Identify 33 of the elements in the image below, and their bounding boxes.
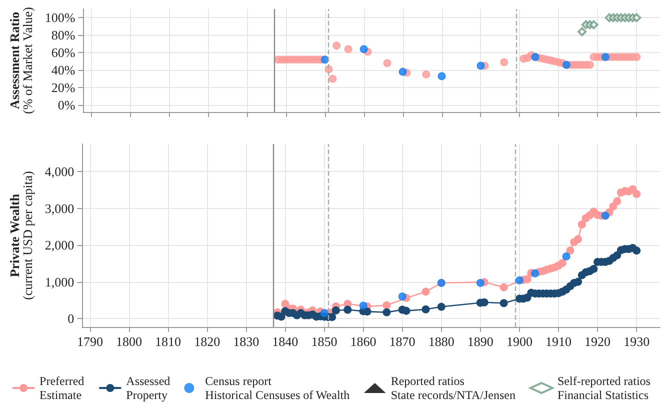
legend-label: Self-reported ratios Financial Statistics (558, 374, 651, 402)
y-tick-label: 0% (58, 98, 76, 113)
x-tick-label: 1850 (311, 334, 338, 349)
y-tick-label: 0 (68, 311, 74, 326)
y-axis-title: Assessment Ratio (% of Market Value) (7, 7, 35, 114)
x-tick-label: 1910 (545, 334, 572, 349)
y-tick-label: 20% (51, 80, 76, 96)
legend-label: Preferred Estimate (40, 374, 84, 402)
y-tick-label: 100% (44, 10, 76, 26)
x-tick-label: 1900 (506, 334, 532, 349)
y-axis-title: Private Wealth (current USD per capita) (7, 171, 35, 300)
x-tick-label: 1800 (116, 334, 142, 349)
y-tick-label: 80% (51, 28, 76, 43)
y-tick-label: 4,000 (44, 164, 74, 180)
x-tick-label: 1870 (389, 334, 416, 349)
x-tick-label: 1810 (155, 334, 182, 349)
legend-label: Census report Historical Censuses of Wealth (205, 374, 350, 402)
y-tick-label: 2,000 (44, 238, 74, 253)
x-tick-label: 1860 (350, 334, 376, 349)
legend-label: Assessed Property (126, 374, 170, 402)
x-tick-label: 1890 (467, 334, 494, 349)
x-tick-label: 1820 (194, 334, 220, 349)
y-tick-label: 40% (51, 62, 76, 78)
x-tick-label: 1840 (272, 334, 298, 349)
x-tick-label: 1930 (624, 334, 650, 349)
y-tick-label: 60% (51, 45, 76, 60)
legend-label: Reported ratios State records/NTA/Jensen (390, 374, 516, 402)
x-tick-label: 1880 (428, 334, 454, 349)
y-tick-label: 1,000 (44, 274, 74, 290)
y-tick-label: 3,000 (44, 200, 74, 216)
x-tick-label: 1790 (76, 334, 103, 349)
x-tick-label: 1830 (233, 334, 260, 349)
x-tick-label: 1920 (584, 334, 611, 349)
